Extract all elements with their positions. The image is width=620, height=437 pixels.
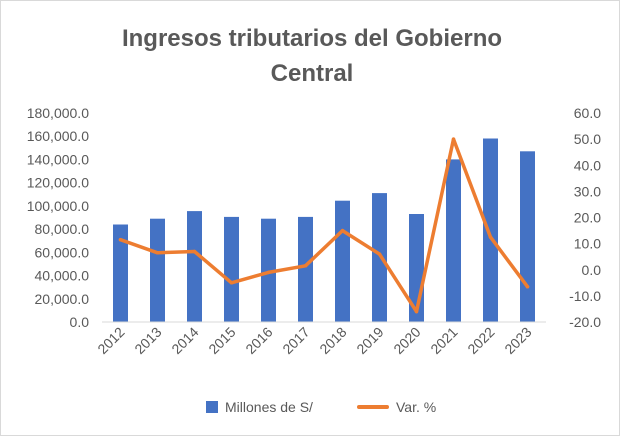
- left-tick-label: 20,000.0: [35, 291, 90, 307]
- line-point-2020: [414, 309, 419, 314]
- bar-2023: [520, 151, 535, 322]
- bar-2015: [224, 216, 239, 322]
- bar-2014: [187, 211, 202, 322]
- legend-swatch-bar: [206, 401, 218, 413]
- bar-2012: [113, 224, 128, 322]
- bar-series: [113, 138, 535, 322]
- line-point-2017: [303, 264, 308, 268]
- right-tick-label: 10.0: [574, 236, 601, 252]
- right-tick-label: -10.0: [569, 288, 601, 304]
- left-axis: 0.0 20,000.0 40,000.0 60,000.0 80,000.0 100,0…: [27, 105, 90, 330]
- line-point-2021: [451, 137, 456, 141]
- line-path: [118, 137, 530, 314]
- x-tick-label-2017: 2017: [279, 324, 312, 357]
- x-tick-label-2012: 2012: [94, 324, 127, 357]
- left-tick-label: 60,000.0: [35, 244, 90, 260]
- line-point-2018: [340, 228, 345, 233]
- x-tick-label-2018: 2018: [316, 324, 349, 357]
- right-tick-label: 30.0: [574, 183, 601, 199]
- x-tick-label-2013: 2013: [131, 324, 164, 357]
- left-tick-label: 100,000.0: [27, 198, 89, 214]
- left-tick-label: 80,000.0: [35, 221, 90, 237]
- line-point-2023: [525, 284, 530, 289]
- bar-2017: [298, 216, 313, 322]
- x-tick-label-2021: 2021: [427, 324, 460, 357]
- chart-title-line-1: Ingresos tributarios del Gobierno: [122, 25, 502, 52]
- chart-title: Ingresos tributarios del Gobierno Centra…: [122, 25, 502, 87]
- x-tick-label-2022: 2022: [464, 324, 497, 357]
- line-point-2014: [192, 249, 197, 254]
- right-tick-label: 40.0: [574, 157, 601, 173]
- legend: Millones de S/ Var. %: [206, 399, 436, 415]
- right-axis: -20.0 -10.0 0.0 10.0 20.0 30.0 40.0 50.0 60.0: [569, 105, 601, 330]
- left-tick-label: 120,000.0: [27, 175, 89, 191]
- chart-title-line-2: Central: [271, 60, 354, 87]
- left-tick-label: 160,000.0: [27, 128, 89, 144]
- line-point-2019: [377, 252, 382, 256]
- right-tick-label: 60.0: [574, 105, 601, 121]
- x-tick-label-2014: 2014: [168, 324, 201, 357]
- left-tick-label: 140,000.0: [27, 151, 89, 167]
- legend-label-bar: Millones de S/: [225, 399, 313, 415]
- bar-2013: [150, 218, 165, 322]
- x-axis: 2012 2013 2014 2015 2016 2017 2018 2019 2020 2021…: [94, 324, 534, 357]
- right-tick-label: 0.0: [582, 262, 602, 278]
- bar-2016: [261, 218, 276, 322]
- bar-2019: [372, 193, 387, 322]
- line-point-2013: [155, 251, 160, 255]
- x-tick-label-2020: 2020: [390, 324, 423, 357]
- x-tick-label-2016: 2016: [242, 324, 275, 357]
- bar-2022: [483, 138, 498, 322]
- right-tick-label: -20.0: [569, 314, 601, 330]
- x-tick-label-2019: 2019: [353, 324, 386, 357]
- right-tick-label: 20.0: [574, 210, 601, 226]
- line-point-2016: [266, 270, 271, 275]
- right-tick-label: 50.0: [574, 131, 601, 147]
- line-point-2012: [118, 237, 123, 242]
- left-tick-label: 0.0: [70, 314, 90, 330]
- left-tick-label: 40,000.0: [35, 268, 90, 284]
- x-tick-label-2023: 2023: [501, 324, 534, 357]
- legend-label-line: Var. %: [396, 399, 436, 415]
- bar-2021: [446, 159, 461, 322]
- line-point-2022: [488, 235, 493, 239]
- line-series: [118, 137, 530, 314]
- bar-2018: [335, 200, 350, 322]
- left-tick-label: 180,000.0: [27, 105, 89, 121]
- x-tick-label-2015: 2015: [205, 324, 238, 357]
- line-point-2015: [229, 281, 234, 285]
